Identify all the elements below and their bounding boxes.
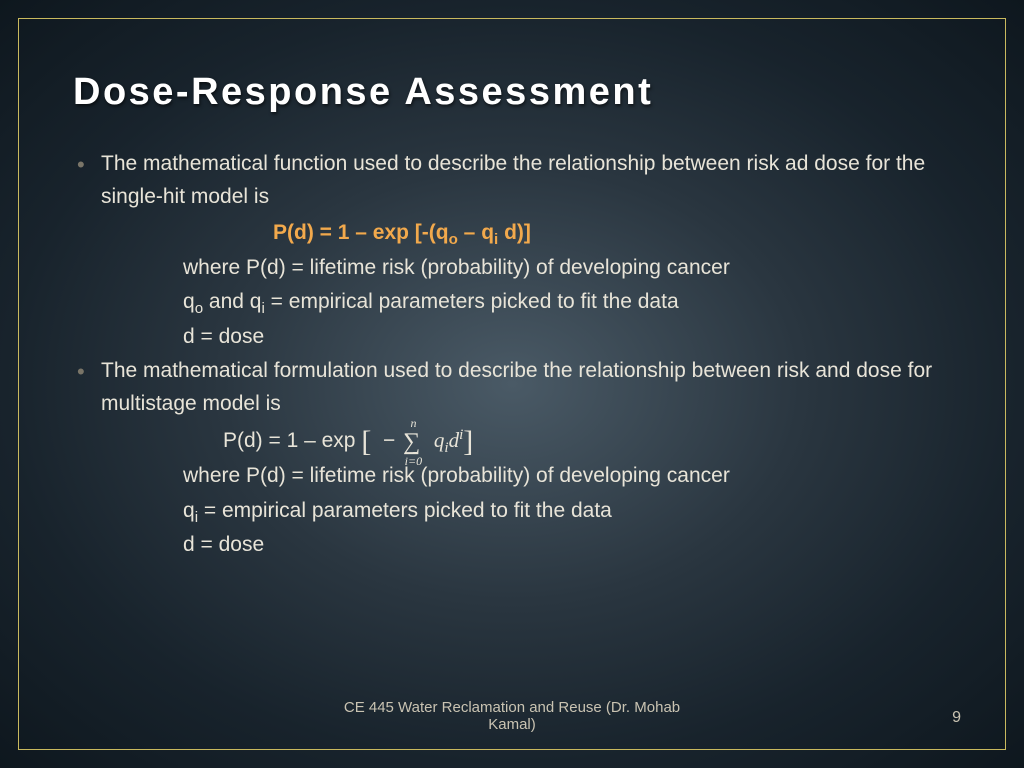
multistage-formula: P(d) = 1 – exp [ − n ∑ i=0 qidi] [223,424,951,458]
slide-title: Dose-Response Assessment [73,71,951,114]
def-part: and q [203,290,261,313]
formula-part: – q [458,221,494,244]
sigma-upper: n [410,414,416,433]
definition-pd: where P(d) = lifetime risk (probability)… [183,252,951,285]
formula-part: d)] [498,221,531,244]
slide-content: The mathematical function used to descri… [73,148,951,562]
bracket-close: ] [463,425,473,458]
def-part: = empirical parameters picked to fit the… [265,290,679,313]
formula-sub: o [449,231,458,248]
bullet-text: The mathematical function used to descri… [101,152,925,208]
slide-frame: Dose-Response Assessment The mathematica… [18,18,1006,750]
definition-q: qo and qi = empirical parameters picked … [183,286,951,319]
def-part: q [183,499,195,522]
bullet-item: The mathematical formulation used to des… [73,355,951,420]
def-sub: o [195,300,203,317]
single-hit-formula: P(d) = 1 – exp [-(qo – qi d)] [273,217,951,250]
sigma-lower: i=0 [405,452,422,471]
bracket-open: [ [361,425,371,458]
definition-q: qi = empirical parameters picked to fit … [183,495,951,528]
definition-d: d = dose [183,529,951,562]
def-part: = empirical parameters picked to fit the… [198,499,612,522]
slide-footer: CE 445 Water Reclamation and Reuse (Dr. … [19,699,1005,733]
formula-part: P(d) = 1 – exp [-(q [273,221,449,244]
formula-part: P(d) = 1 – exp [223,429,361,452]
definition-pd: where P(d) = lifetime risk (probability)… [183,460,951,493]
formula-var: d [449,428,460,452]
bullet-item: The mathematical function used to descri… [73,148,951,213]
bullet-text: The mathematical formulation used to des… [101,359,932,415]
formula-var: q [434,428,445,452]
footer-line: CE 445 Water Reclamation and Reuse (Dr. … [344,699,680,716]
footer-line: Kamal) [488,716,536,733]
def-part: q [183,290,195,313]
definition-d: d = dose [183,321,951,354]
page-number: 9 [952,709,961,727]
sigma-icon: n ∑ i=0 [403,426,420,459]
